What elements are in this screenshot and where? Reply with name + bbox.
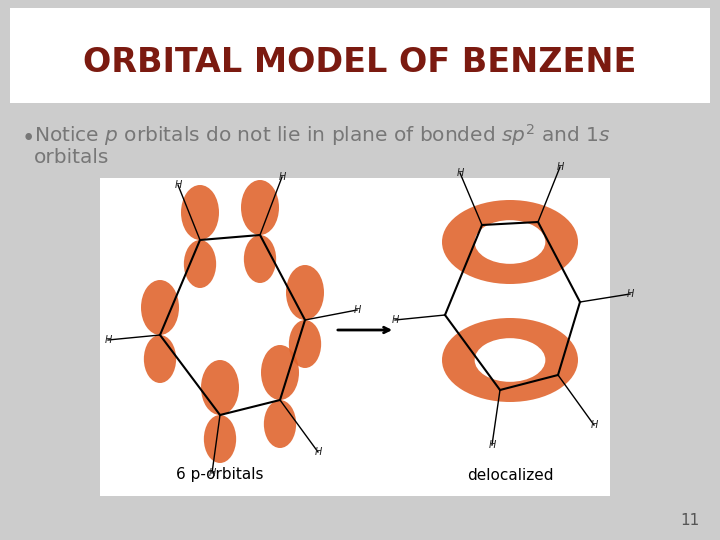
Ellipse shape — [201, 360, 239, 415]
FancyBboxPatch shape — [10, 8, 710, 103]
Ellipse shape — [244, 235, 276, 283]
Text: orbitals: orbitals — [34, 148, 109, 167]
Text: H: H — [557, 162, 564, 172]
Ellipse shape — [474, 220, 545, 264]
Text: H: H — [208, 468, 216, 478]
FancyBboxPatch shape — [100, 178, 610, 496]
Ellipse shape — [241, 180, 279, 235]
Ellipse shape — [181, 185, 219, 240]
Text: H: H — [354, 305, 361, 315]
Ellipse shape — [442, 318, 578, 402]
Ellipse shape — [144, 335, 176, 383]
Text: 6 p-orbitals: 6 p-orbitals — [176, 468, 264, 483]
Text: H: H — [315, 447, 322, 457]
Ellipse shape — [141, 280, 179, 335]
Ellipse shape — [474, 338, 545, 382]
Text: H: H — [391, 315, 399, 325]
Ellipse shape — [204, 415, 236, 463]
Text: H: H — [488, 440, 495, 450]
Text: 11: 11 — [680, 513, 700, 528]
Text: H: H — [279, 172, 286, 182]
Text: H: H — [590, 420, 598, 430]
Text: H: H — [174, 180, 181, 190]
Text: delocalized: delocalized — [467, 468, 553, 483]
Ellipse shape — [286, 265, 324, 320]
Ellipse shape — [289, 320, 321, 368]
Text: ORBITAL MODEL OF BENZENE: ORBITAL MODEL OF BENZENE — [84, 45, 636, 78]
Text: H: H — [104, 335, 112, 345]
Text: Notice $p$ orbitals do not lie in plane of bonded $sp^2$ and $1s$: Notice $p$ orbitals do not lie in plane … — [34, 122, 611, 148]
Text: •: • — [22, 127, 35, 150]
Ellipse shape — [442, 200, 578, 284]
Ellipse shape — [264, 400, 296, 448]
Ellipse shape — [261, 345, 299, 400]
Ellipse shape — [184, 240, 216, 288]
Text: H: H — [626, 289, 634, 299]
Text: H: H — [456, 168, 464, 178]
